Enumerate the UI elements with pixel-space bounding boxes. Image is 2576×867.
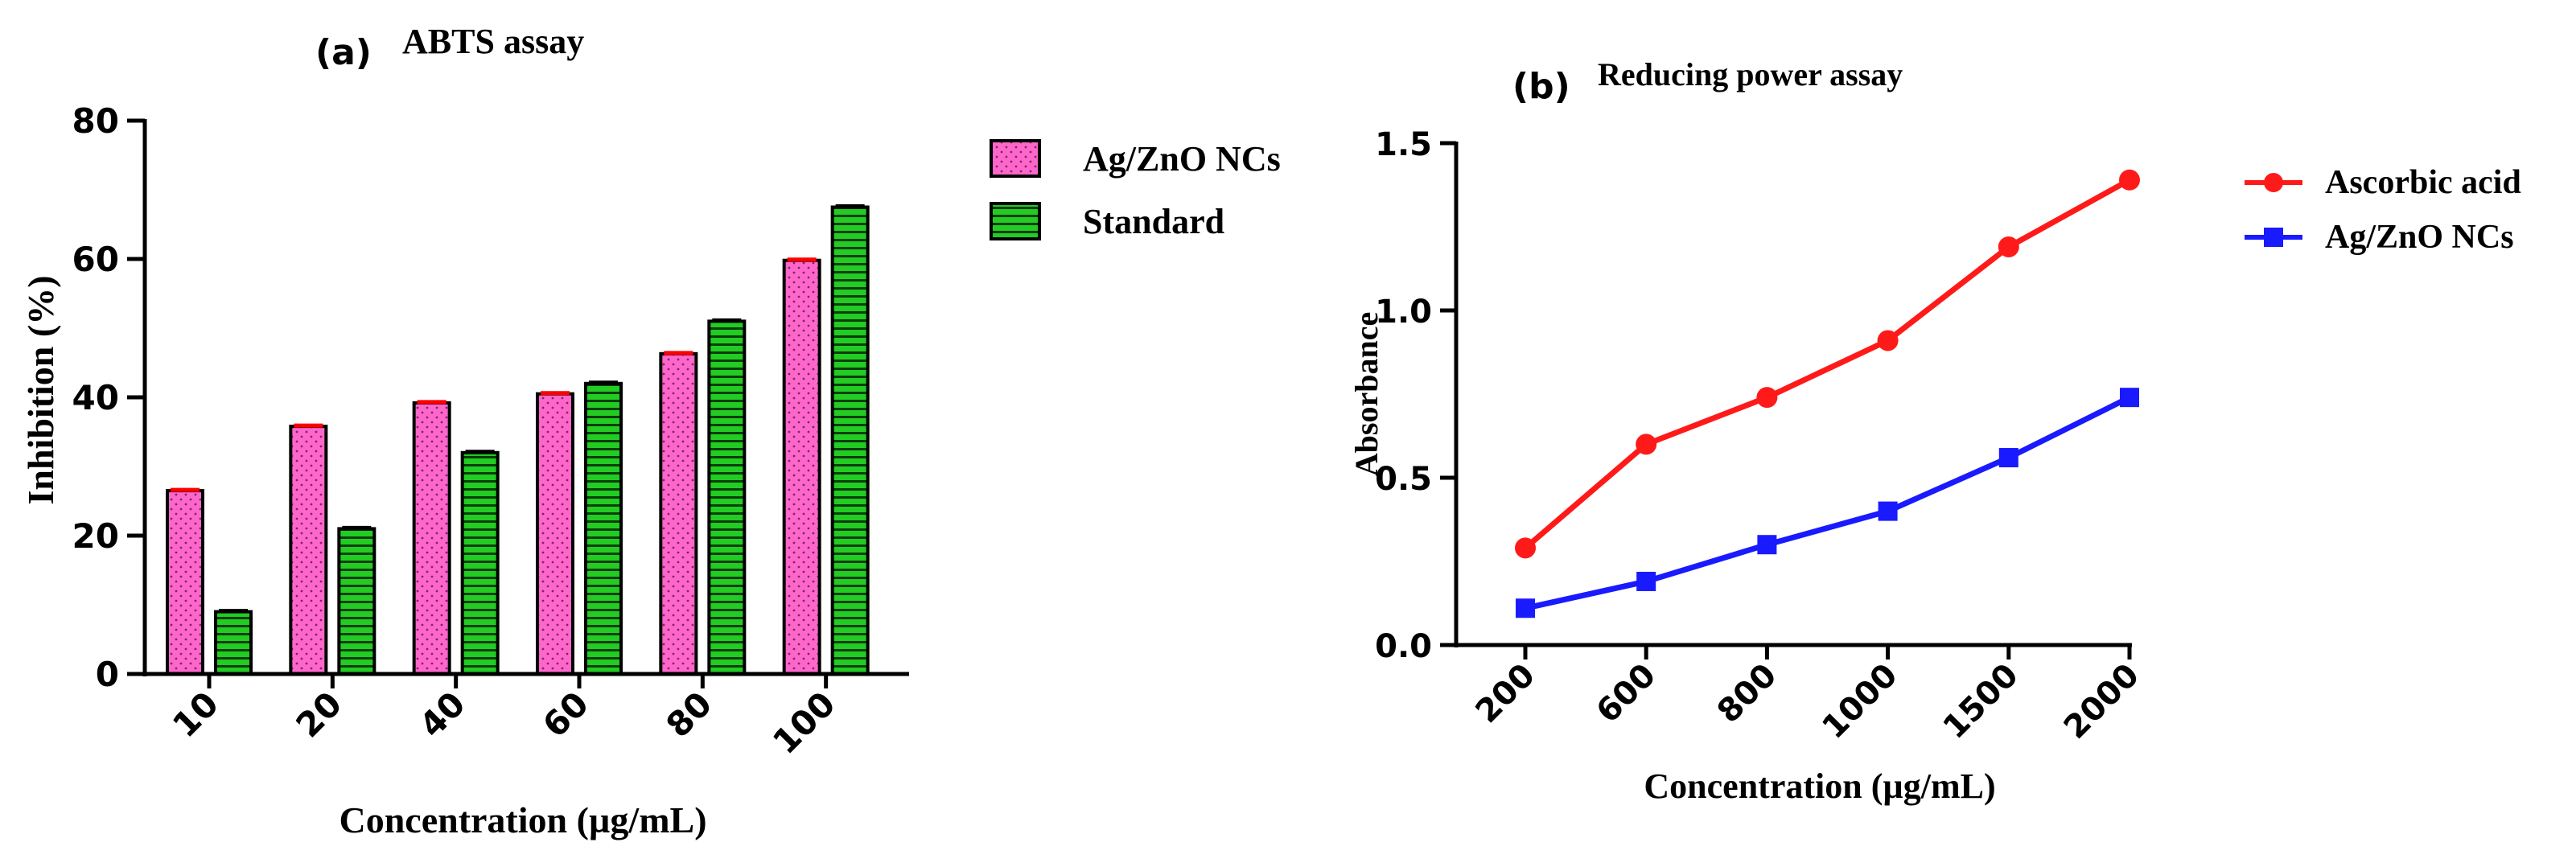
point-ag-zno-ncs-600 — [1636, 571, 1656, 591]
panel-b-label: (b) — [1512, 66, 1570, 107]
point-ascorbic-acid-1000 — [1877, 330, 1899, 351]
chart-a-y-tick-label: 60 — [72, 240, 119, 279]
bar-ag-zno-ncs-40 — [412, 401, 451, 676]
bar-ag-zno-ncs-20 — [289, 425, 328, 676]
panel-a-label: (a) — [315, 32, 372, 73]
bar-standard-20 — [337, 527, 377, 676]
chart-a-x-tick-label-100: 100 — [765, 684, 843, 762]
legend-label-standard: Standard — [1083, 202, 1224, 241]
point-ascorbic-acid-600 — [1636, 434, 1657, 455]
chart-a-ylabel: Inhibition (%) — [20, 275, 61, 504]
chart-b-y-tick-label: 0.5 — [1375, 461, 1432, 498]
bar-ag-zno-ncs-80 — [659, 351, 698, 676]
legend-swatch-agzno — [990, 139, 1041, 178]
bar-ag-zno-ncs-60 — [536, 392, 574, 676]
chart-b-x-tick-label-2000: 2000 — [2057, 657, 2146, 746]
point-ascorbic-acid-200 — [1515, 537, 1536, 559]
chart-a-x-tick-label-10: 10 — [165, 684, 226, 745]
chart-a-title: ABTS assay — [402, 22, 584, 61]
chart-a-x-tick-label-40: 40 — [412, 684, 473, 745]
legend-marker-ascorbic — [2264, 173, 2283, 192]
chart-a-y-tick-label: 80 — [72, 101, 119, 141]
chart-panel-b: (b) Reducing power assay 0.0 0.5 1.0 1.5 200… — [1348, 56, 2521, 806]
chart-b-ylabel: Absorbance — [1348, 312, 1385, 476]
chart-a-y-tick-label: 0 — [96, 655, 119, 694]
bar-standard-10 — [214, 610, 253, 676]
chart-b-xlabel: Concentration (µg/mL) — [1644, 766, 1995, 806]
point-ag-zno-ncs-1000 — [1878, 501, 1898, 521]
chart-a-x-tick-label-60: 60 — [535, 684, 596, 745]
chart-b-legend: Ascorbic acid Ag/ZnO NCs — [2245, 164, 2521, 256]
legend-marker-agzno — [2264, 228, 2283, 247]
chart-b-y-tick-label: 1.5 — [1375, 126, 1432, 163]
chart-b-x-tick-label-600: 600 — [1590, 657, 1664, 731]
chart-b-y-tick-label: 1.0 — [1375, 294, 1432, 331]
bar-ag-zno-ncs-100 — [782, 258, 821, 676]
legend-swatch-standard — [990, 202, 1041, 240]
bar-standard-80 — [707, 319, 747, 676]
bar-ag-zno-ncs-10 — [166, 489, 204, 676]
chart-a-x-tick-label-20: 20 — [288, 684, 349, 745]
point-ag-zno-ncs-1500 — [1998, 448, 2018, 468]
chart-a-x-tick-label-80: 80 — [658, 684, 719, 745]
point-ascorbic-acid-1500 — [1998, 236, 2019, 257]
series-line-ag-zno-ncs — [1525, 395, 2131, 611]
chart-a-y-tick-label: 40 — [72, 378, 119, 417]
chart-panel-a: (a) ABTS assay 0 20 40 60 80 10 20 40 60 80 100 In… — [20, 22, 1281, 840]
point-ascorbic-acid-800 — [1756, 387, 1778, 409]
point-ag-zno-ncs-200 — [1516, 598, 1535, 618]
series-line-ascorbic-acid — [1523, 177, 2131, 551]
point-ag-zno-ncs-2000 — [2120, 388, 2139, 408]
bar-standard-40 — [460, 450, 500, 676]
chart-b-y-tick-label: 0.0 — [1375, 628, 1432, 665]
bar-standard-60 — [584, 381, 623, 676]
chart-a-legend: Ag/ZnO NCs Standard — [990, 139, 1281, 241]
chart-b-title: Reducing power assay — [1598, 56, 1903, 92]
chart-b-x-tick-label-800: 800 — [1710, 657, 1784, 731]
chart-a-xlabel: Concentration (µg/mL) — [339, 799, 706, 840]
bar-standard-100 — [830, 205, 870, 676]
chart-b-x-tick-label-1000: 1000 — [1815, 657, 1904, 746]
legend-label-agzno: Ag/ZnO NCs — [1083, 139, 1281, 179]
point-ag-zno-ncs-800 — [1757, 535, 1777, 555]
chart-a-y-tick-label: 20 — [72, 516, 119, 556]
legend-label-ascorbic: Ascorbic acid — [2325, 164, 2521, 201]
point-ascorbic-acid-2000 — [2119, 169, 2140, 191]
legend-label-agzno-b: Ag/ZnO NCs — [2325, 219, 2514, 256]
chart-b-x-tick-label-1500: 1500 — [1936, 657, 2026, 746]
chart-b-x-tick-label-200: 200 — [1469, 657, 1543, 731]
